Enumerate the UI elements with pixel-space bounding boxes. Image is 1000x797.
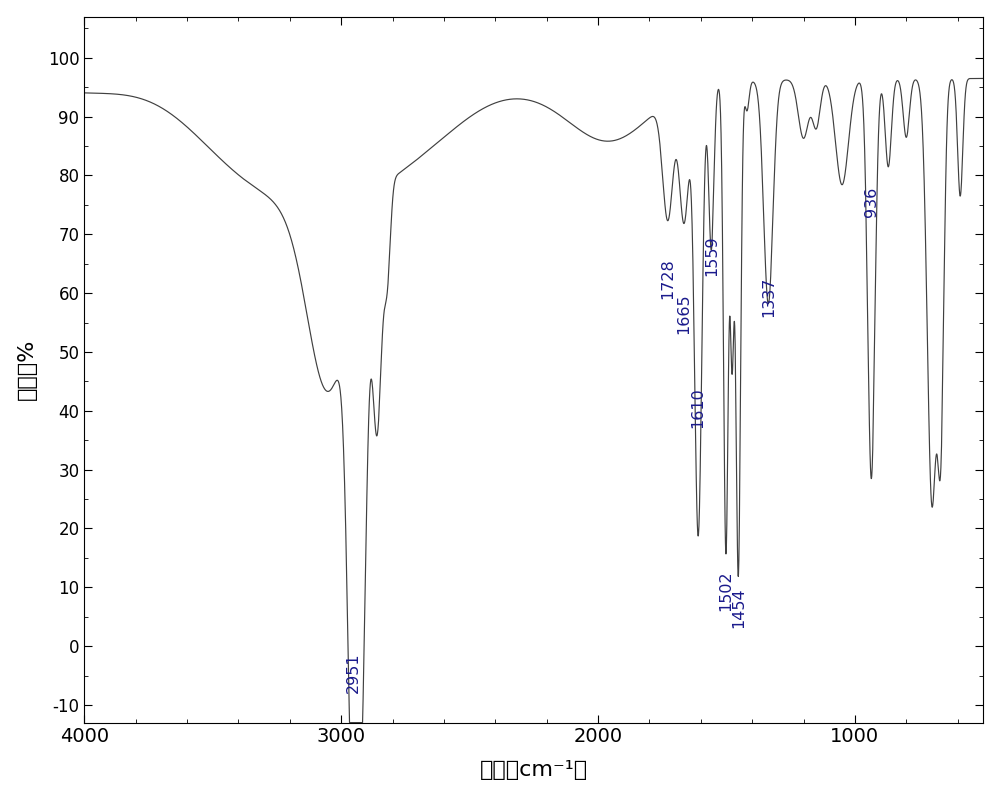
Text: 1665: 1665 xyxy=(677,294,692,334)
Text: 1559: 1559 xyxy=(704,235,719,276)
Y-axis label: 透过率%: 透过率% xyxy=(17,339,37,400)
Text: 936: 936 xyxy=(864,186,879,217)
Text: 2951: 2951 xyxy=(346,653,361,693)
Text: 1454: 1454 xyxy=(731,588,746,629)
Text: 1610: 1610 xyxy=(691,387,706,429)
Text: 1502: 1502 xyxy=(718,570,733,611)
X-axis label: 波数（cm⁻¹）: 波数（cm⁻¹） xyxy=(480,760,588,780)
Text: 1337: 1337 xyxy=(761,277,776,316)
Text: 1728: 1728 xyxy=(660,258,675,299)
